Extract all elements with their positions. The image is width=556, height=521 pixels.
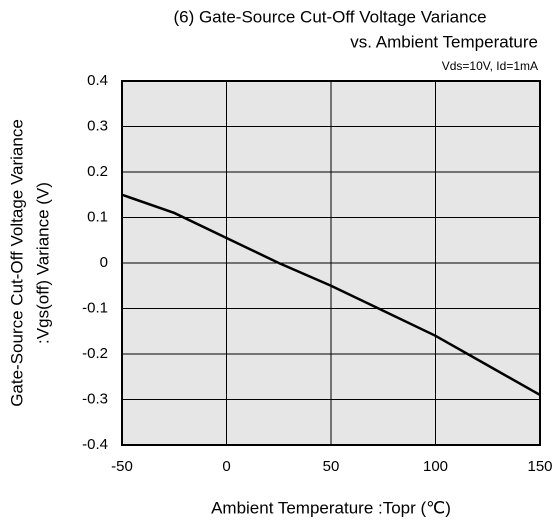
plot-border — [121, 80, 541, 446]
chart-title: vs. Ambient Temperature — [350, 32, 538, 51]
y-tick-label: -0.3 — [82, 390, 108, 407]
annotation: Vds=10V, Id=1mA — [442, 59, 538, 73]
y-tick-label: 0 — [100, 254, 108, 271]
chart-title: (6) Gate-Source Cut-Off Voltage Variance — [173, 7, 486, 26]
y-tick-label: 0.4 — [87, 72, 108, 89]
x-tick-label: 150 — [527, 458, 552, 475]
x-axis-label: Ambient Temperature :Topr (℃) — [211, 498, 451, 517]
x-tick-label: -50 — [111, 458, 133, 475]
y-tick-label: 0.3 — [87, 117, 108, 134]
y-tick-label: 0.1 — [87, 208, 108, 225]
y-tick-label: 0.2 — [87, 163, 108, 180]
y-axis-label: Gate-Source Cut-Off Voltage Variance — [7, 119, 26, 407]
y-axis-label: :Vgs(off) Variance (V) — [33, 182, 52, 344]
y-tick-label: -0.1 — [82, 299, 108, 316]
y-tick-label: -0.2 — [82, 345, 108, 362]
x-tick-label: 0 — [222, 458, 230, 475]
x-tick-label: 100 — [423, 458, 448, 475]
x-tick-label: 50 — [323, 458, 340, 475]
data-line — [121, 193, 541, 397]
y-tick-label: -0.4 — [82, 436, 108, 453]
